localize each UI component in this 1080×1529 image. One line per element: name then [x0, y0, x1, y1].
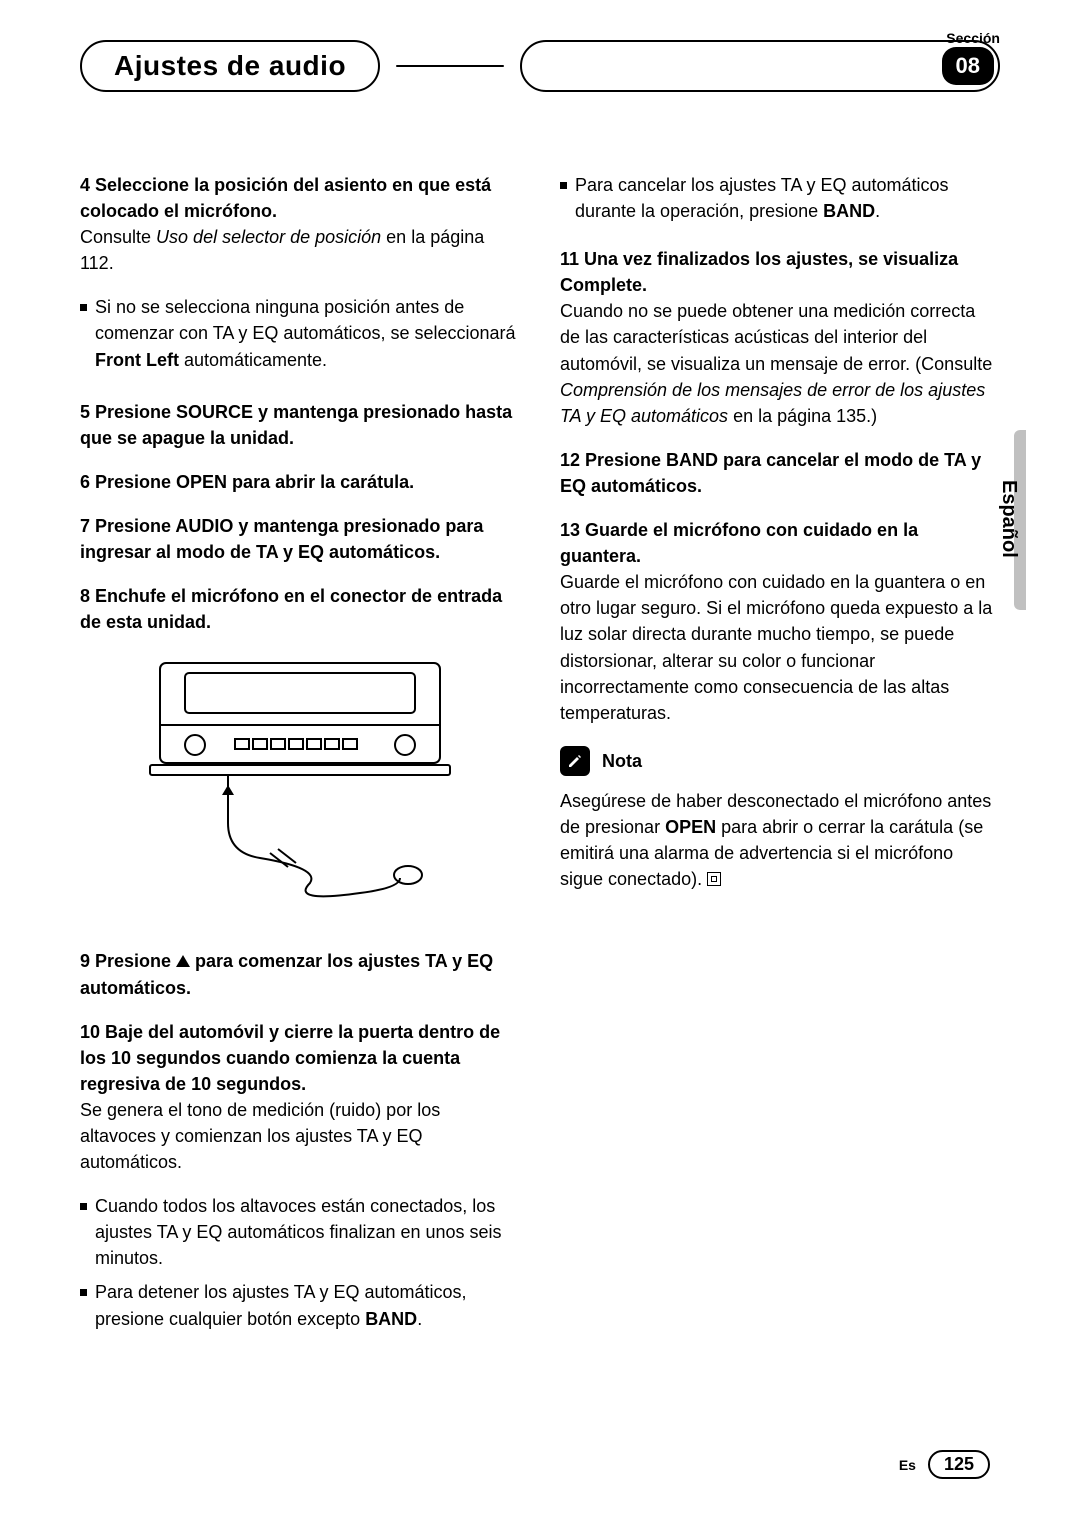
step-4-bullet: Si no se selecciona ninguna posición ant… — [80, 294, 520, 372]
cancel-bullet-text: Para cancelar los ajustes TA y EQ automá… — [575, 172, 1000, 224]
side-language-label: Español — [997, 480, 1020, 558]
section-number-pill: 08 — [520, 40, 1000, 92]
bullet-icon — [80, 1203, 87, 1210]
step-11-title: 11 Una vez finalizados los ajustes, se v… — [560, 246, 1000, 298]
step-8-title: 8 Enchufe el micrófono en el conector de… — [80, 583, 520, 635]
step-11-body-a: Cuando no se puede obtener una medición … — [560, 301, 992, 373]
pencil-note-icon — [560, 746, 590, 776]
page-title-pill: Ajustes de audio — [80, 40, 380, 92]
step-10-title: 10 Baje del automóvil y cierre la puerta… — [80, 1019, 520, 1097]
page-header: Ajustes de audio 08 — [80, 40, 1000, 92]
section-number-badge: 08 — [942, 47, 994, 85]
step-7-title: 7 Presione AUDIO y mantenga presionado p… — [80, 513, 520, 565]
step-4: 4 Seleccione la posición del asiento en … — [80, 172, 520, 276]
footer-page-number: 125 — [928, 1450, 990, 1479]
step-11-body-b: en la página 135.) — [728, 406, 877, 426]
step-10-bullet-1-text: Cuando todos los altavoces están conecta… — [95, 1193, 520, 1271]
note-body: Asegúrese de haber desconectado el micró… — [560, 788, 1000, 892]
step-10-body: Se genera el tono de medición (ruido) po… — [80, 1097, 520, 1175]
step-13-title: 13 Guarde el micrófono con cuidado en la… — [560, 517, 1000, 569]
footer-lang-code: Es — [899, 1457, 916, 1473]
section-label: Sección — [946, 30, 1000, 46]
step-11: 11 Una vez finalizados los ajustes, se v… — [560, 246, 1000, 429]
bullet-icon — [80, 304, 87, 311]
step-4-bullet-text: Si no se selecciona ninguna posición ant… — [95, 294, 520, 372]
content-columns: 4 Seleccione la posición del asiento en … — [80, 172, 1000, 1340]
up-triangle-icon — [176, 955, 190, 967]
step-10-bullet-2-text: Para detener los ajustes TA y EQ automát… — [95, 1279, 520, 1331]
step-6-title: 6 Presione OPEN para abrir la carátula. — [80, 469, 520, 495]
step-9-title: 9 Presione para comenzar los ajustes TA … — [80, 948, 520, 1000]
step-10: 10 Baje del automóvil y cierre la puerta… — [80, 1019, 520, 1176]
manual-page: Sección Ajustes de audio 08 Español 4 Se… — [0, 0, 1080, 1529]
bullet-icon — [560, 182, 567, 189]
unit-diagram — [80, 653, 520, 920]
bullet-icon — [80, 1289, 87, 1296]
end-of-section-icon — [707, 872, 721, 886]
left-column: 4 Seleccione la posición del asiento en … — [80, 172, 520, 1340]
step-4-text-italic: Uso del selector de posición — [156, 227, 381, 247]
right-column: Para cancelar los ajustes TA y EQ automá… — [560, 172, 1000, 1340]
step-4-title: 4 Seleccione la posición del asiento en … — [80, 172, 520, 224]
note-header: Nota — [560, 746, 1000, 776]
note-label: Nota — [602, 748, 642, 774]
step-5-title: 5 Presione SOURCE y mantenga presionado … — [80, 399, 520, 451]
step-10-bullet-1: Cuando todos los altavoces están conecta… — [80, 1193, 520, 1271]
step-13-body: Guarde el micrófono con cuidado en la gu… — [560, 569, 1000, 726]
cancel-bullet: Para cancelar los ajustes TA y EQ automá… — [560, 172, 1000, 224]
step-13: 13 Guarde el micrófono con cuidado en la… — [560, 517, 1000, 726]
step-12-title: 12 Presione BAND para cancelar el modo d… — [560, 447, 1000, 499]
page-footer: Es 125 — [899, 1450, 990, 1479]
step-10-bullet-2: Para detener los ajustes TA y EQ automát… — [80, 1279, 520, 1331]
step-4-text-a: Consulte — [80, 227, 156, 247]
header-divider-line — [396, 65, 504, 67]
